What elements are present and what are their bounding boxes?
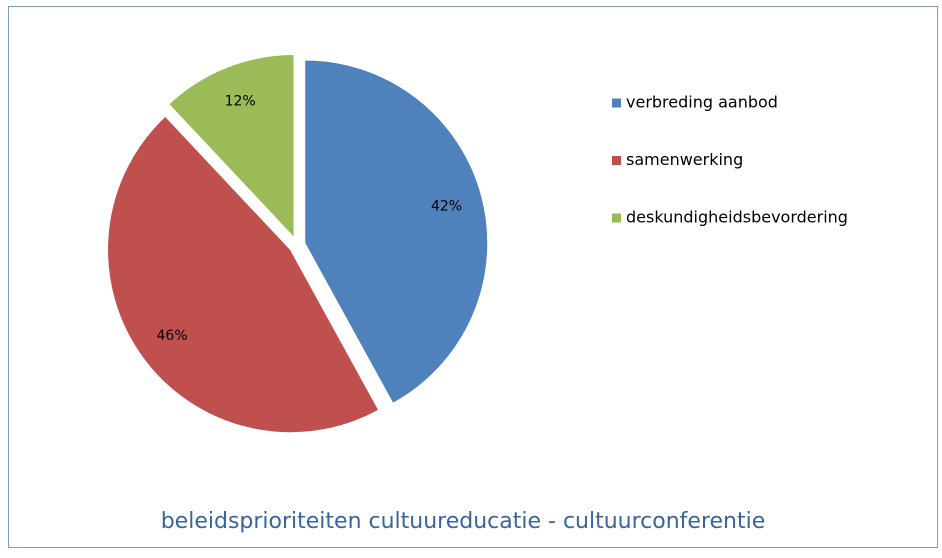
pie-slice	[107, 115, 380, 434]
data-label: 46%	[157, 328, 188, 344]
legend-label: deskundigheidsbevordering	[626, 208, 848, 227]
pie-slice	[304, 59, 489, 405]
data-label: 42%	[431, 199, 462, 215]
chart-title: beleidsprioriteiten cultuureducatie - cu…	[161, 509, 766, 534]
legend-label: verbreding aanbod	[626, 93, 778, 112]
pie-slice	[168, 54, 295, 239]
legend-swatch	[612, 156, 621, 165]
legend-swatch	[612, 213, 621, 223]
legend-swatch	[612, 98, 621, 108]
data-label: 12%	[225, 93, 256, 109]
legend-label: samenwerking	[626, 150, 743, 169]
